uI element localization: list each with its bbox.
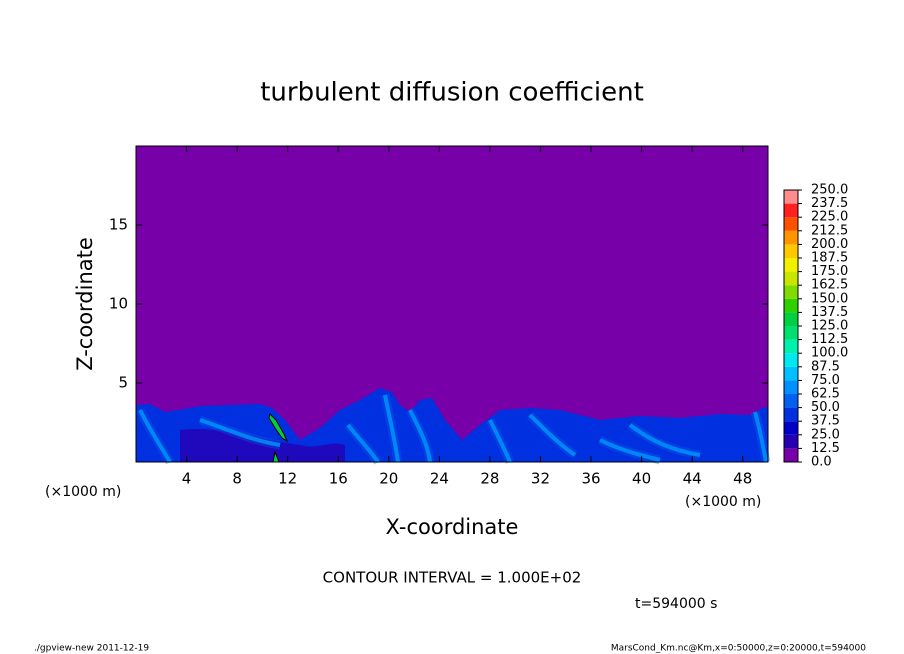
field-region — [180, 428, 345, 462]
field-streak — [750, 410, 771, 463]
field-streak — [405, 407, 435, 463]
colorbar-band — [784, 448, 798, 462]
field-streak — [344, 422, 382, 465]
x-tick-label: 36 — [581, 470, 600, 488]
x-tick-label: 44 — [683, 470, 702, 488]
field-streak — [526, 411, 578, 459]
x-unit-label: (×1000 m) — [685, 494, 761, 510]
x-tick-label: 4 — [182, 470, 192, 488]
colorbar-label: 12.5 — [811, 441, 840, 456]
colorbar-band — [784, 326, 798, 340]
time-label: t=594000 s — [635, 596, 717, 612]
colorbar-band — [784, 407, 798, 422]
field-streak — [138, 409, 172, 464]
footer: ./gpview-new 2011-12-19 — [34, 644, 149, 654]
colorbar-label: 212.5 — [811, 223, 848, 238]
field-streak — [198, 415, 281, 450]
x-tick-label: 32 — [531, 470, 550, 488]
colorbar-band — [784, 421, 798, 435]
x-tick-label: 28 — [480, 470, 499, 488]
colorbar-band — [784, 394, 798, 408]
x-tick-label: 12 — [278, 470, 297, 488]
colorbar-band — [784, 312, 798, 326]
field-streak — [199, 418, 281, 447]
colorbar-label: 162.5 — [811, 278, 848, 293]
colorbar-band — [784, 258, 798, 272]
field-streak — [408, 409, 432, 463]
colorbar-label: 200.0 — [811, 237, 848, 252]
colorbar-band — [784, 339, 798, 354]
colorbar-label: 37.5 — [811, 414, 840, 429]
colorbar-label: 62.5 — [811, 387, 840, 402]
x-tick-label: 20 — [379, 470, 398, 488]
y-tick-label: 15 — [109, 216, 128, 234]
field-streak — [380, 394, 403, 463]
annotation: CONTOUR INTERVAL = 1.000E+02 — [323, 569, 582, 587]
field-streak — [528, 413, 577, 457]
colorbar-label: 0.0 — [811, 455, 832, 470]
y-tick-label: 5 — [118, 374, 128, 392]
colorbar-label: 125.0 — [811, 319, 848, 334]
field-streak — [628, 423, 701, 457]
field-streak — [597, 435, 662, 465]
colorbar-band — [784, 380, 798, 394]
colorbar-band — [784, 434, 798, 449]
field-streak — [485, 417, 515, 464]
field-region — [268, 413, 289, 443]
field-streak — [135, 407, 174, 465]
x-tick-label: 24 — [430, 470, 449, 488]
y-tick-label: 10 — [109, 295, 128, 313]
colorbar-band — [784, 217, 798, 231]
x-tick-label: 48 — [733, 470, 752, 488]
colorbar-label: 100.0 — [811, 346, 848, 361]
colorbar-label: 112.5 — [811, 332, 848, 347]
colorbar-label: 75.0 — [811, 373, 840, 388]
x-unit-label: (×1000 m) — [45, 484, 121, 500]
colorbar-label: 237.5 — [811, 196, 848, 211]
colorbar-band — [784, 230, 798, 245]
field-streak — [599, 438, 661, 462]
x-tick-label: 8 — [232, 470, 242, 488]
y-axis-label: Z-coordinate — [73, 237, 97, 371]
field-streak — [488, 419, 512, 463]
field-streak — [627, 421, 701, 460]
chart-title: turbulent diffusion coefficient — [260, 78, 644, 108]
colorbar-band — [784, 244, 798, 258]
colorbar-label: 137.5 — [811, 305, 848, 320]
colorbar-band — [784, 190, 798, 204]
x-tick-label: 16 — [329, 470, 348, 488]
colorbar-label: 87.5 — [811, 359, 840, 374]
x-tick-label: 40 — [632, 470, 651, 488]
colorbar-label: 225.0 — [811, 210, 848, 225]
colorbar-label: 50.0 — [811, 400, 840, 415]
x-axis-label: X-coordinate — [386, 515, 519, 539]
field-streak — [753, 411, 768, 463]
colorbar-band — [784, 271, 798, 286]
colorbar-band — [784, 298, 798, 313]
field-streak — [346, 423, 380, 464]
colorbar-label: 150.0 — [811, 291, 848, 306]
footer: MarsCond_Km.nc@Km,x=0:50000,z=0:20000,t=… — [611, 644, 866, 654]
colorbar-label: 250.0 — [811, 183, 848, 198]
colorbar-label: 25.0 — [811, 427, 840, 442]
colorbar-band — [784, 366, 798, 381]
colorbar-label: 175.0 — [811, 264, 848, 279]
colorbar-band — [784, 353, 798, 367]
colorbar-label: 187.5 — [811, 251, 848, 266]
field-streak — [383, 394, 400, 463]
colorbar-band — [784, 285, 798, 299]
colorbar-band — [784, 203, 798, 218]
